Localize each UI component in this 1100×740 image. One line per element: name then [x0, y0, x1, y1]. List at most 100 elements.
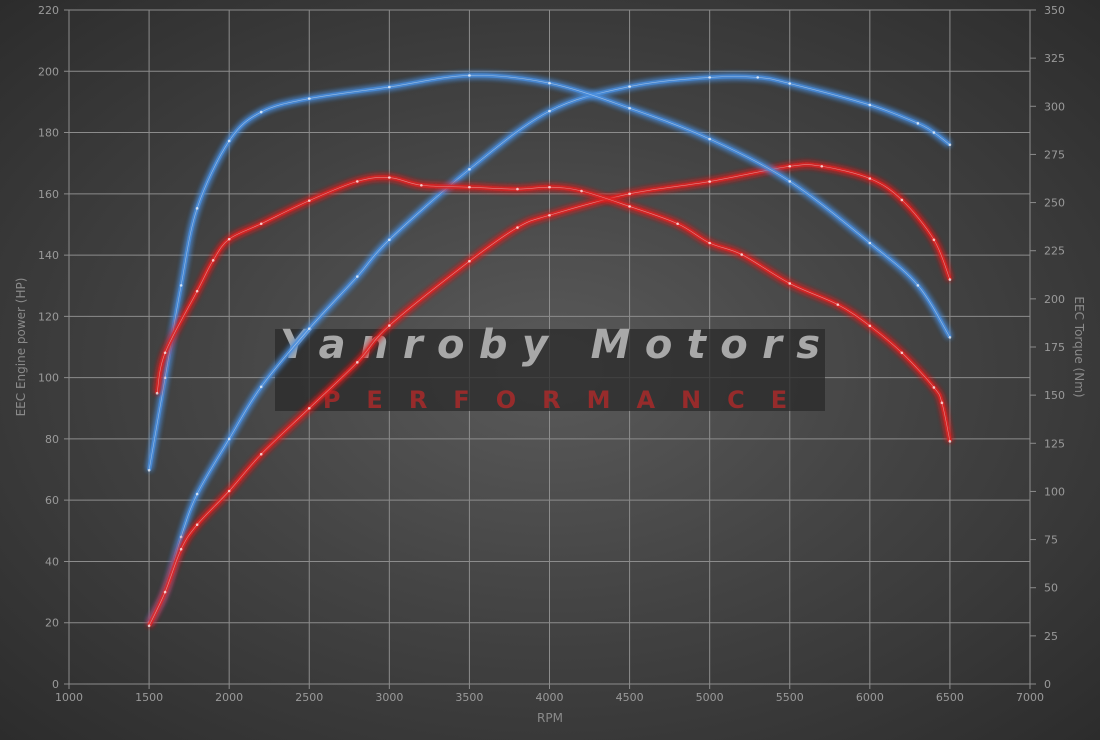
- series-0-left: [147, 74, 952, 625]
- data-point: [468, 185, 471, 189]
- data-point: [708, 76, 711, 79]
- data-point: [388, 176, 391, 179]
- data-point: [356, 275, 359, 278]
- y-tick-label: 120: [38, 310, 59, 323]
- data-point: [227, 139, 231, 143]
- y-tick-label: 200: [38, 65, 59, 78]
- data-point: [307, 327, 311, 330]
- data-point: [468, 168, 471, 171]
- x-tick-label: 5000: [696, 691, 724, 704]
- x-tick-label: 5500: [776, 691, 804, 704]
- data-point: [227, 489, 231, 493]
- data-point: [932, 386, 936, 389]
- data-point: [147, 468, 151, 472]
- data-point: [227, 237, 231, 241]
- y-tick-label: 140: [38, 249, 59, 262]
- data-point: [708, 241, 711, 245]
- data-point: [163, 351, 167, 355]
- data-point: [163, 590, 167, 594]
- y-tick-label: 0: [52, 678, 59, 691]
- y-tick-label: 80: [45, 433, 59, 446]
- series-1-left: [147, 162, 952, 628]
- data-point: [388, 85, 391, 89]
- data-point: [628, 85, 631, 88]
- x-tick-label: 3000: [375, 691, 403, 704]
- y-tick-label: 40: [45, 555, 59, 568]
- data-point: [259, 110, 263, 114]
- grid: [64, 9, 1036, 689]
- data-point: [788, 82, 792, 85]
- data-point: [916, 284, 920, 287]
- y2-tick-label: 200: [1044, 293, 1065, 306]
- series-line: [147, 162, 952, 627]
- data-point: [155, 391, 159, 395]
- data-point: [708, 137, 711, 141]
- watermark-logo: Yanroby Motors PERFORMANCE: [275, 322, 825, 414]
- y2-tick-label: 275: [1044, 148, 1065, 161]
- data-point: [756, 76, 760, 79]
- x-tick-label: 4500: [616, 691, 644, 704]
- data-point: [356, 361, 359, 364]
- y2-tick-label: 50: [1044, 582, 1058, 595]
- x-tick-label: 1500: [135, 691, 163, 704]
- data-point: [708, 180, 711, 183]
- data-point: [388, 324, 391, 327]
- data-point: [307, 406, 311, 410]
- data-point: [916, 122, 920, 125]
- series-3-right: [155, 175, 952, 443]
- data-point: [195, 492, 199, 496]
- data-point: [868, 177, 872, 180]
- data-point: [548, 81, 551, 85]
- data-point: [468, 74, 471, 77]
- series-2-right: [147, 73, 952, 472]
- data-point: [740, 253, 743, 256]
- data-point: [948, 440, 952, 443]
- y2-tick-label: 0: [1044, 678, 1051, 691]
- data-point: [516, 226, 519, 229]
- data-point: [259, 222, 263, 226]
- data-point: [516, 187, 519, 191]
- y2-tick-label: 225: [1044, 245, 1065, 258]
- x-tick-label: 2000: [215, 691, 243, 704]
- data-point: [836, 303, 840, 306]
- y-tick-label: 20: [45, 617, 59, 630]
- data-point: [211, 259, 215, 262]
- x-axis-label: RPM: [537, 711, 563, 725]
- y2-axis-label: EEC Torque (Nm): [1072, 296, 1086, 397]
- series-line-highlight: [148, 75, 951, 471]
- y-tick-label: 220: [38, 4, 59, 17]
- x-tick-label: 4000: [536, 691, 564, 704]
- data-point: [948, 143, 952, 147]
- x-tick-label: 6000: [856, 691, 884, 704]
- y2-tick-label: 175: [1044, 341, 1065, 354]
- x-tick-label: 7000: [1016, 691, 1044, 704]
- x-tick-label: 1000: [55, 691, 83, 704]
- y-tick-label: 160: [38, 188, 59, 201]
- data-point: [179, 535, 183, 539]
- data-point: [932, 238, 936, 242]
- y2-tick-label: 125: [1044, 437, 1065, 450]
- data-point: [628, 192, 631, 196]
- y2-tick-label: 100: [1044, 485, 1065, 498]
- data-point: [195, 207, 199, 210]
- y-tick-label: 180: [38, 127, 59, 140]
- data-point: [548, 109, 551, 113]
- data-point: [195, 523, 199, 526]
- data-point: [676, 222, 679, 226]
- data-point: [868, 324, 872, 328]
- data-point: [548, 185, 551, 189]
- data-point: [900, 198, 904, 202]
- data-point: [788, 180, 792, 183]
- data-point: [580, 189, 583, 193]
- y2-tick-label: 350: [1044, 4, 1065, 17]
- data-point: [468, 259, 471, 263]
- data-point: [356, 180, 359, 183]
- data-point: [900, 351, 904, 355]
- series-line-highlight: [148, 164, 951, 626]
- y2-tick-label: 75: [1044, 534, 1058, 547]
- data-point: [259, 452, 263, 456]
- y2-tick-label: 325: [1044, 52, 1065, 65]
- y2-tick-label: 150: [1044, 389, 1065, 402]
- y-axis-label: EEC Engine power (HP): [14, 278, 28, 417]
